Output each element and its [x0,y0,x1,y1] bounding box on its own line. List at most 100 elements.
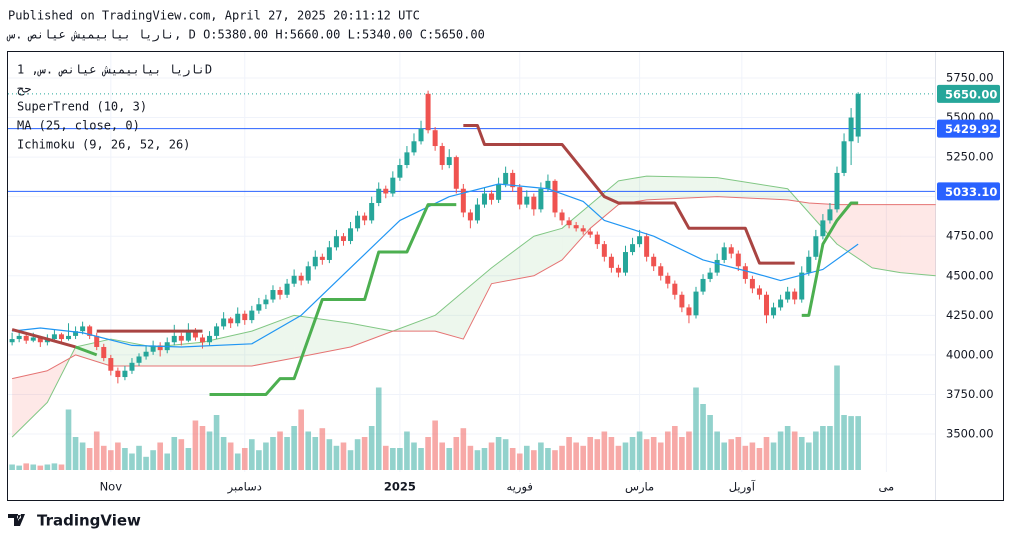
candle-body [277,290,283,295]
candle-body [333,236,339,248]
volume-bar [728,439,735,470]
volume-bar [277,431,283,470]
price-level-badge [937,182,1000,201]
candle-body [263,299,269,305]
candle-body [390,177,396,194]
cloud-fill [618,176,647,205]
candle-body [340,236,346,241]
candle-body [813,236,819,257]
volume-bar [516,453,523,470]
y-tick-label: 5750.00 [946,71,994,85]
volume-bar [488,442,495,470]
volume-bar [256,450,262,470]
candle-body [150,345,156,352]
brand: TradingView [37,512,141,530]
candle-body [460,188,466,213]
candle-body [446,157,452,166]
candle-body [453,157,459,189]
candle-body [23,335,29,341]
volume-bar [397,448,403,470]
candle-body [601,244,607,257]
candle-body [714,259,720,273]
volume-bar [552,450,558,470]
cloud-fill [562,204,591,260]
cloud-fill [12,370,48,438]
candle-body [30,337,36,341]
candle-body [256,304,262,311]
candle-body [80,326,86,332]
y-tick-label: 3500.00 [946,427,994,441]
volume-bar [693,387,699,470]
candle-body [425,93,431,131]
volume-bar [615,445,622,470]
candle-body [615,267,621,273]
volume-bar [509,448,516,470]
volume-bar [178,439,185,470]
volume-bar [234,453,241,470]
candle-body [214,326,220,336]
volume-bar [291,426,297,470]
ichimoku-span-b [12,196,936,380]
volume-bar [347,450,354,470]
candle-body [319,256,325,260]
volume-bar [404,431,410,470]
candle-body [785,291,791,300]
candle-body [538,188,544,210]
volume-bar [827,426,833,470]
volume-bar [580,445,586,470]
volume-bar [333,445,340,470]
candle-body [284,283,290,295]
volume-bar [834,365,840,470]
candle-body [369,202,375,221]
y-tick-label: 4250.00 [946,308,994,322]
cloud-fill [463,267,492,340]
candle-body [644,236,650,257]
volume-bar [164,453,171,470]
candle-body [637,236,643,245]
candle-body [834,172,840,210]
candle-body [503,172,509,185]
volume-bar [460,428,467,470]
volume-bar [446,448,453,470]
x-tick-label: مارس [625,480,654,495]
volume-bar [707,415,713,470]
candle-body [742,266,748,279]
x-tick-label: فوریه [507,480,533,495]
volume-bar [657,442,664,470]
y-tick-label: 4000.00 [946,347,994,361]
volume-bar [30,464,37,470]
cloud-fill [837,204,873,268]
volume-bar [425,437,431,470]
cloud-fill [590,180,619,229]
candle-body [531,196,537,210]
candle-body [383,188,389,194]
volume-bar [855,416,861,470]
candle-body [608,256,614,268]
candle-body [587,231,593,235]
volume-bar [805,442,812,470]
candle-body [362,215,368,221]
volume-bar [368,426,375,470]
candle-body [771,307,777,316]
candle-body [66,335,72,340]
cloud-fill [251,315,295,366]
candle-body [185,331,191,341]
volume-bar [9,464,15,470]
volume-bar [735,437,742,470]
candle-body [524,196,530,205]
cloud-fill [491,236,534,284]
candle-body [270,290,276,300]
volume-bar [587,437,594,470]
volume-bar [559,445,565,470]
candle-body [481,193,487,205]
volume-bar [270,437,276,470]
volume-bar [361,437,368,470]
candle-body [517,187,523,205]
candle-body [115,370,121,378]
volume-bar [16,465,22,470]
candle-body [129,362,135,371]
candle-body [545,180,551,189]
volume-bar [122,448,128,470]
volume-bar [531,450,537,470]
supertrend-up [801,201,859,317]
